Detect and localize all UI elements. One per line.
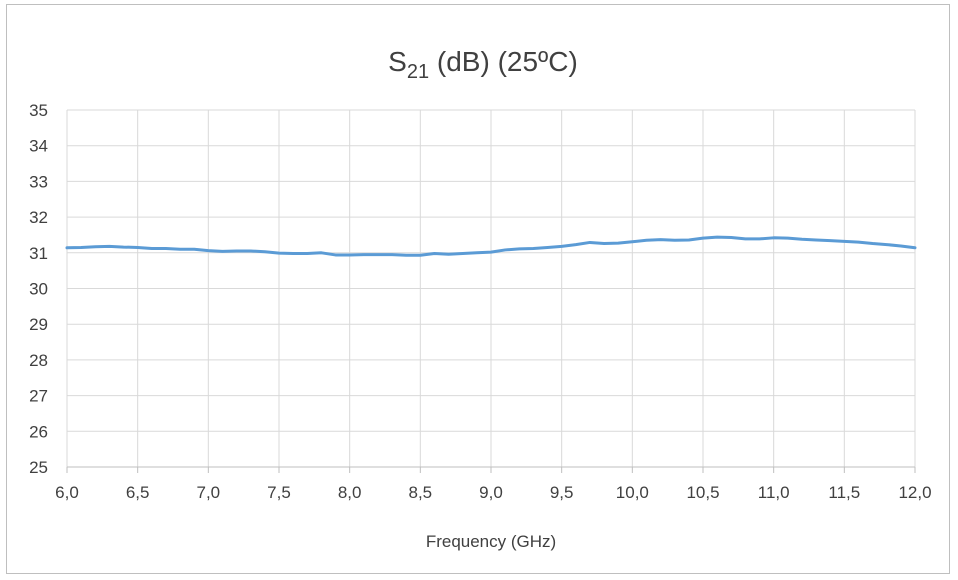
chart-title: S21 (dB) (25ºC)	[388, 46, 578, 83]
x-tick-label: 7,0	[197, 483, 221, 502]
x-tick-label: 8,0	[338, 483, 362, 502]
x-tick-label: 6,0	[55, 483, 79, 502]
y-tick-label: 30	[29, 280, 48, 299]
series-line	[65, 235, 917, 257]
x-tick-label: 10,5	[686, 483, 719, 502]
x-tick-label: 9,5	[550, 483, 574, 502]
x-tick-label: 11,0	[758, 483, 790, 502]
axis-layer	[66, 466, 916, 473]
x-tick-label: 10,0	[616, 483, 649, 502]
y-tick-label: 31	[29, 244, 48, 263]
series-layer	[65, 235, 917, 257]
chart-title-rest: (dB) (25ºC)	[429, 46, 578, 77]
grid-layer	[66, 109, 916, 467]
y-tick-label: 28	[29, 351, 48, 370]
y-tick-label: 33	[29, 172, 48, 191]
y-tick-label: 25	[29, 458, 48, 477]
x-axis-title: Frequency (GHz)	[426, 532, 556, 551]
x-tick-label: 12,0	[898, 483, 931, 502]
y-tick-label: 26	[29, 422, 48, 441]
chart-title-subscript: 21	[407, 61, 429, 83]
x-tick-label: 6,5	[126, 483, 150, 502]
y-tick-label: 27	[29, 387, 48, 406]
x-tick-label: 7,5	[267, 483, 291, 502]
x-tick-label: 11,5	[828, 483, 860, 502]
y-tick-label: 32	[29, 208, 48, 227]
x-tick-label: 9,0	[479, 483, 503, 502]
x-tick-label: 8,5	[409, 483, 433, 502]
y-tick-label: 35	[29, 101, 48, 120]
y-tick-label: 29	[29, 315, 48, 334]
tick-layer: 25 26 27 28 29 30 31 32 33 34 35 6,0 6,5 7,0 7,5 8,0 8,5…	[29, 101, 931, 502]
chart-title-main: S	[388, 46, 407, 77]
y-tick-label: 34	[29, 137, 48, 156]
